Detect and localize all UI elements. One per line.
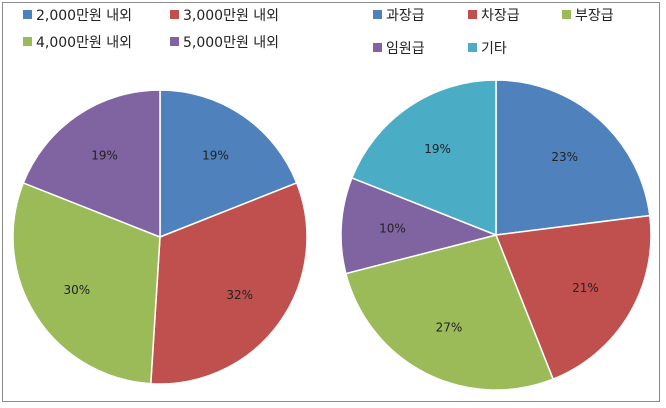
slice-data-label: 19% xyxy=(91,149,118,163)
legend-label: 3,000만원 내외 xyxy=(183,8,279,24)
legend-swatch xyxy=(373,10,382,19)
legend-label: 임원급 xyxy=(386,41,425,57)
legend-swatch xyxy=(468,43,477,52)
legend-label: 기타 xyxy=(481,41,507,57)
pie-slice xyxy=(350,79,497,237)
slice-data-label: 32% xyxy=(226,288,253,302)
legend-swatch xyxy=(373,43,382,52)
pie-slice xyxy=(340,176,499,275)
slice-data-label: 19% xyxy=(424,142,451,156)
pie-chart-2: 23% 21% 27% 10% 19% xyxy=(340,79,652,391)
legend-swatch xyxy=(23,10,32,19)
slice-data-label: 21% xyxy=(572,281,599,295)
pie-slice xyxy=(22,89,161,239)
slice-data-label: 10% xyxy=(379,222,406,236)
legend-label: 5,000만원 내외 xyxy=(183,35,279,51)
slice-data-label: 23% xyxy=(551,150,578,164)
pie-chart-1: 19% 32% 30% 19% xyxy=(12,89,308,385)
legend-label: 부장급 xyxy=(575,8,614,24)
legend-swatch xyxy=(562,10,571,19)
legend-swatch xyxy=(468,10,477,19)
legend-label: 과장급 xyxy=(386,8,425,24)
legend-swatch xyxy=(170,10,179,19)
legend: 2,000만원 내외 3,000만원 내외 4,000만원 내외 5,000만원 내외 xyxy=(23,8,279,51)
legend-swatch xyxy=(170,37,179,46)
legend-swatch xyxy=(23,37,32,46)
pie-slice xyxy=(495,79,651,236)
pie-slice xyxy=(344,234,555,391)
slice-data-label: 30% xyxy=(63,283,90,297)
legend-label: 4,000만원 내외 xyxy=(36,35,132,51)
pie-slice xyxy=(494,214,652,381)
slice-data-label: 27% xyxy=(436,321,463,335)
pie-slice xyxy=(159,89,298,239)
legend-label: 차장급 xyxy=(481,8,520,24)
legend-label: 2,000만원 내외 xyxy=(36,8,132,24)
pie-slice xyxy=(149,181,308,385)
slice-data-label: 19% xyxy=(202,149,229,163)
pie-slice xyxy=(12,181,161,385)
